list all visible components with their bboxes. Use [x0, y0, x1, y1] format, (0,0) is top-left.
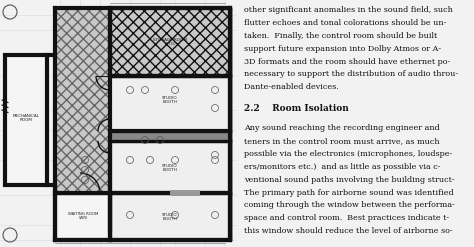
Text: ventional sound paths involving the building struct-: ventional sound paths involving the buil… — [244, 176, 455, 184]
Text: coming through the window between the performa-: coming through the window between the pe… — [244, 201, 455, 209]
Text: other significant anomalies in the sound field, such: other significant anomalies in the sound… — [244, 6, 453, 14]
Text: teners in the control room must arrive, as much: teners in the control room must arrive, … — [244, 137, 440, 145]
Bar — [170, 190, 200, 196]
Text: STORAGE ROOM
(STO): STORAGE ROOM (STO) — [153, 38, 187, 46]
Text: Any sound reaching the recording engineer and: Any sound reaching the recording enginee… — [244, 124, 440, 132]
Bar — [110, 131, 230, 141]
Text: space and control room.  Best practices indicate t-: space and control room. Best practices i… — [244, 214, 449, 222]
Bar — [5, 55, 47, 185]
Text: this window should reduce the level of airborne so-: this window should reduce the level of a… — [244, 227, 453, 235]
Bar — [110, 141, 230, 193]
Bar — [110, 193, 230, 240]
Text: MECHANICAL
ROOM: MECHANICAL ROOM — [12, 114, 39, 122]
Bar — [110, 76, 230, 131]
Text: STUDIO
BOOTH: STUDIO BOOTH — [162, 213, 178, 221]
Text: taken.  Finally, the control room should be built: taken. Finally, the control room should … — [244, 32, 438, 40]
Text: STUDIO
BOOTH: STUDIO BOOTH — [162, 164, 178, 172]
Text: Dante-enabled devices.: Dante-enabled devices. — [244, 83, 339, 91]
Text: ers/monitors etc.)  and as little as possible via c-: ers/monitors etc.) and as little as poss… — [244, 163, 441, 171]
Text: 3D formats and the room should have ethernet po-: 3D formats and the room should have ethe… — [244, 58, 450, 65]
Text: flutter echoes and tonal colorations should be un-: flutter echoes and tonal colorations sho… — [244, 19, 447, 27]
Bar — [55, 8, 110, 193]
Text: support future expansion into Dolby Atmos or A-: support future expansion into Dolby Atmo… — [244, 45, 441, 53]
Bar — [110, 8, 230, 76]
Text: WAITING ROOM
(WR): WAITING ROOM (WR) — [68, 212, 98, 220]
Text: possible via the electronics (microphones, loudspe-: possible via the electronics (microphone… — [244, 150, 452, 158]
Text: STUDIO
BOOTH: STUDIO BOOTH — [162, 96, 178, 104]
Bar — [55, 193, 110, 240]
Text: The primary path for airborne sound was identified: The primary path for airborne sound was … — [244, 188, 454, 197]
Bar — [55, 8, 230, 240]
Text: necessary to support the distribution of audio throu-: necessary to support the distribution of… — [244, 70, 458, 78]
Text: 2.2    Room Isolation: 2.2 Room Isolation — [244, 104, 349, 113]
